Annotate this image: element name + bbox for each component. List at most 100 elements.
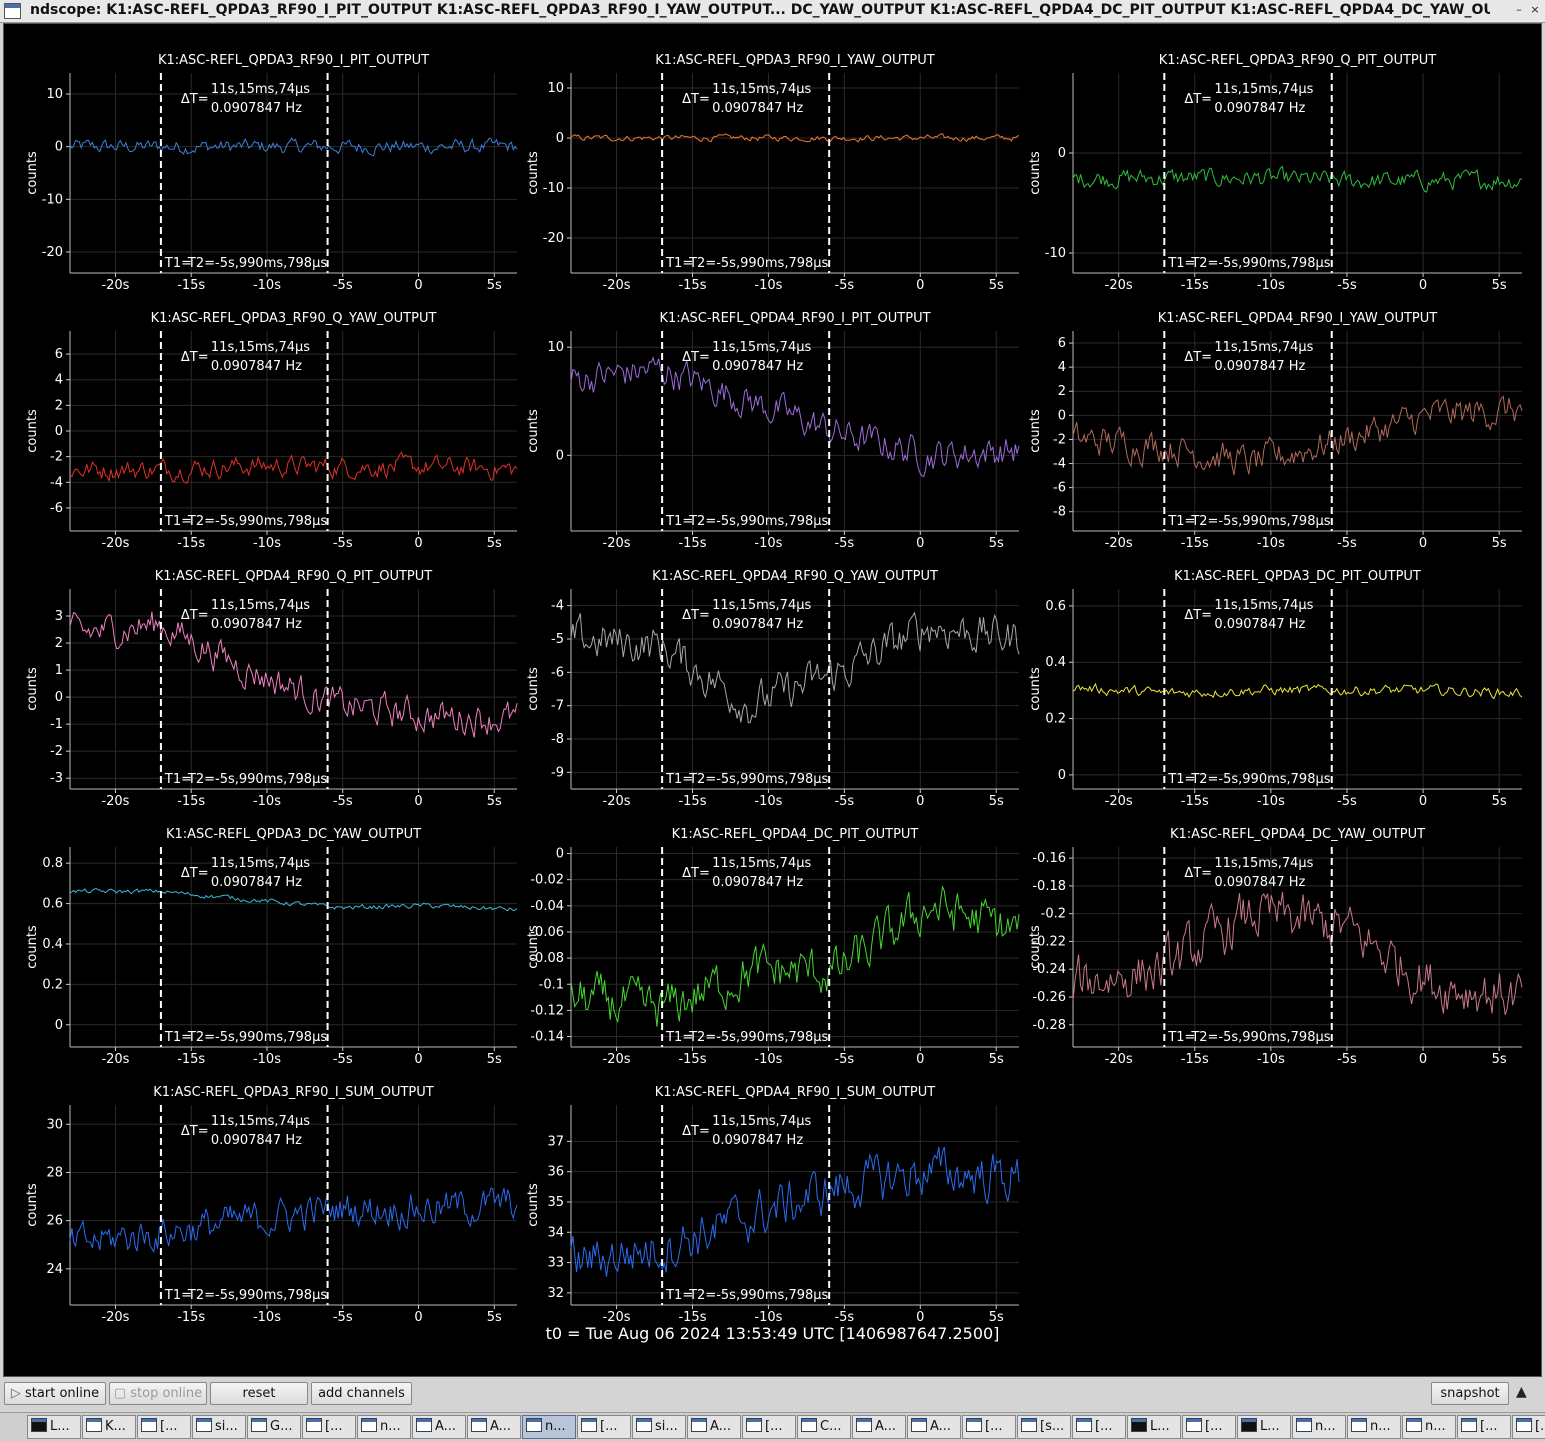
taskbar-item[interactable]: G...	[247, 1415, 301, 1439]
delta-t-freq: 0.0907847 Hz	[1214, 101, 1305, 116]
plot-canvas[interactable]	[3, 23, 1542, 1377]
y-tick-label: -2	[50, 450, 63, 465]
x-tick-label: -5s	[333, 1052, 353, 1067]
x-tick-label: -5s	[1337, 794, 1357, 809]
taskbar-item[interactable]: [...	[742, 1415, 796, 1439]
taskbar-item[interactable]: [...	[962, 1415, 1016, 1439]
taskbar-item[interactable]: [...	[1182, 1415, 1236, 1439]
x-tick-label: -15s	[177, 794, 205, 809]
t2-label: T2=-5s,990ms,798µs	[688, 1288, 828, 1303]
y-tick-label: 0.2	[1045, 712, 1066, 727]
taskbar-item[interactable]: [...	[137, 1415, 191, 1439]
plot-title: K1:ASC-REFL_QPDA3_DC_YAW_OUTPUT	[166, 827, 421, 842]
minimize-button[interactable]: –	[1516, 3, 1522, 16]
x-tick-label: 0	[1419, 1052, 1427, 1067]
expand-panel-icon[interactable]: ▲	[1516, 1384, 1527, 1400]
taskbar-item-label: A...	[710, 1419, 732, 1434]
y-tick-label: 10	[547, 340, 564, 355]
y-axis-label: counts	[526, 1183, 541, 1227]
y-tick-label: -0.12	[530, 1003, 564, 1018]
taskbar-item[interactable]: [...	[1457, 1415, 1511, 1439]
window-titlebar[interactable]: ndscope: K1:ASC-REFL_QPDA3_RF90_I_PIT_OU…	[0, 0, 1545, 23]
terminal-icon	[1241, 1418, 1257, 1432]
taskbar-item[interactable]: n...	[522, 1415, 576, 1439]
add-channels-button[interactable]: add channels	[311, 1382, 412, 1405]
taskbar-item[interactable]: n...	[1347, 1415, 1401, 1439]
x-tick-label: 0	[414, 1052, 422, 1067]
taskbar-item[interactable]: si...	[632, 1415, 686, 1439]
start-online-button[interactable]: ▷ start online	[4, 1382, 106, 1405]
taskbar-item[interactable]: [...	[302, 1415, 356, 1439]
window-icon	[361, 1418, 377, 1432]
taskbar-item[interactable]: [...	[1512, 1415, 1545, 1439]
y-axis-label: counts	[25, 151, 40, 195]
y-tick-label: -6	[1053, 481, 1066, 496]
x-tick-label: 0	[916, 536, 924, 551]
x-tick-label: 5s	[487, 1310, 502, 1325]
x-tick-label: 5s	[989, 1052, 1004, 1067]
y-tick-label: 6	[55, 347, 63, 362]
y-tick-label: 0	[55, 1018, 63, 1033]
delta-t-freq: 0.0907847 Hz	[211, 617, 302, 632]
taskbar-item[interactable]: [...	[577, 1415, 631, 1439]
x-tick-label: 5s	[989, 1310, 1004, 1325]
taskbar-item-label: [...	[985, 1419, 1003, 1434]
y-tick-label: 0	[1058, 146, 1066, 161]
y-tick-label: 0	[55, 690, 63, 705]
y-tick-label: 6	[1058, 336, 1066, 351]
x-tick-label: -20s	[1105, 278, 1133, 293]
t1-label: T1=	[164, 256, 192, 271]
y-tick-label: 0	[556, 448, 564, 463]
taskbar-item-label: n...	[1425, 1419, 1446, 1434]
y-tick-label: 0.4	[42, 937, 63, 952]
app-window-icon[interactable]	[4, 3, 21, 19]
taskbar-item[interactable]: A...	[852, 1415, 906, 1439]
taskbar-item[interactable]: L...	[1237, 1415, 1291, 1439]
y-tick-label: -10	[1045, 246, 1066, 261]
y-tick-label: -8	[551, 732, 564, 747]
t2-label: T2=-5s,990ms,798µs	[187, 772, 327, 787]
close-button[interactable]: ×	[1530, 3, 1540, 16]
taskbar-item[interactable]: A...	[687, 1415, 741, 1439]
x-tick-label: -20s	[603, 278, 631, 293]
taskbar-item[interactable]: n...	[357, 1415, 411, 1439]
taskbar-item[interactable]: n...	[1292, 1415, 1346, 1439]
y-tick-label: 32	[547, 1286, 564, 1301]
y-tick-label: -10	[42, 192, 63, 207]
taskbar-item[interactable]: L...	[1127, 1415, 1181, 1439]
window-icon	[526, 1418, 542, 1432]
plot-grid[interactable]: K1:ASC-REFL_QPDA3_RF90_I_PIT_OUTPUT -20s -…	[0, 0, 1545, 1380]
x-tick-label: -10s	[754, 536, 782, 551]
delta-t-freq: 0.0907847 Hz	[1214, 359, 1305, 374]
taskbar-item[interactable]: A...	[907, 1415, 961, 1439]
taskbar-item[interactable]: C...	[797, 1415, 851, 1439]
taskbar-item[interactable]: K...	[82, 1415, 136, 1439]
x-tick-label: -15s	[678, 1052, 706, 1067]
taskbar-item-label: [...	[1095, 1419, 1113, 1434]
taskbar-item[interactable]: A...	[467, 1415, 521, 1439]
snapshot-button[interactable]: snapshot	[1431, 1382, 1509, 1405]
y-tick-label: 24	[46, 1262, 63, 1277]
x-tick-label: -5s	[1337, 536, 1357, 551]
taskbar-item[interactable]: L...	[27, 1415, 81, 1439]
taskbar-item-label: n...	[1315, 1419, 1336, 1434]
t2-label: T2=-5s,990ms,798µs	[187, 1030, 327, 1045]
taskbar-item[interactable]: si...	[192, 1415, 246, 1439]
taskbar-item[interactable]: [...	[1072, 1415, 1126, 1439]
y-tick-label: -0.26	[1032, 990, 1066, 1005]
y-tick-label: 33	[547, 1256, 564, 1271]
plot-title: K1:ASC-REFL_QPDA4_RF90_I_PIT_OUTPUT	[659, 311, 930, 326]
y-tick-label: 36	[547, 1165, 564, 1180]
taskbar-item[interactable]: n...	[1402, 1415, 1456, 1439]
t1-label: T1=	[665, 256, 693, 271]
taskbar-item[interactable]: A...	[412, 1415, 466, 1439]
taskbar-item-label: si...	[655, 1419, 678, 1434]
y-tick-label: 4	[55, 373, 63, 388]
delta-t-freq: 0.0907847 Hz	[712, 875, 803, 890]
taskbar-item[interactable]: [s...	[1017, 1415, 1071, 1439]
plot-title: K1:ASC-REFL_QPDA4_RF90_Q_PIT_OUTPUT	[155, 569, 433, 584]
x-tick-label: -15s	[1181, 794, 1209, 809]
trace-line	[1072, 891, 1523, 1015]
stop-online-button[interactable]: ▢ stop online	[109, 1382, 207, 1405]
reset-button[interactable]: reset	[210, 1382, 308, 1405]
